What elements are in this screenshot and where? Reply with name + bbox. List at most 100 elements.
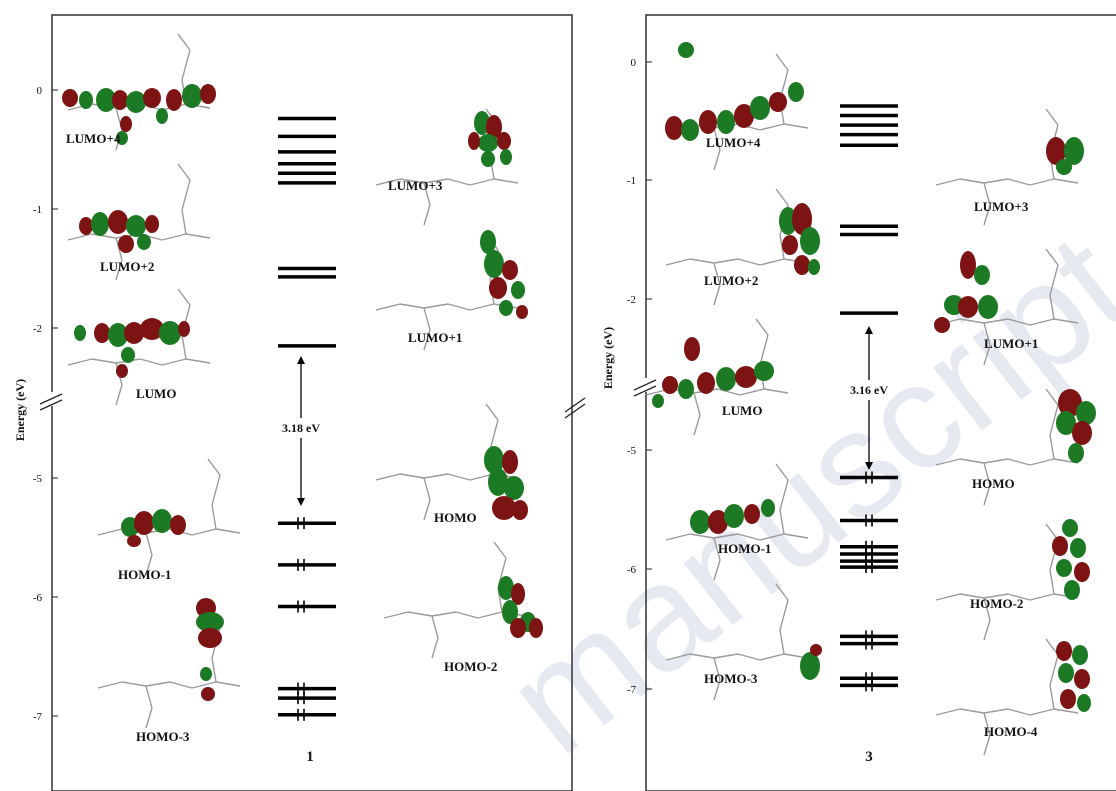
orbital-label-homom1-1: HOMO-1 [118,567,171,582]
molecule-bond [423,477,431,501]
molecule-bond [983,708,1009,714]
molecule-bond [177,288,191,306]
molecule-bond [1029,708,1055,716]
molecule-bond [375,473,401,481]
molecule-bond [431,615,439,639]
panel-1: 0 -1 -2 -5 -6 -7 Energy (eV) 3.18 eV 1 [13,14,573,791]
molecule-bond [1049,684,1055,710]
molecule-bond [737,258,761,266]
orbital-image-lumo2-1 [67,163,211,281]
molecule-bond [185,358,211,364]
molecule-bond [447,473,471,481]
molecule-bond [447,178,471,186]
molecule-bond [935,708,961,716]
orbital-image-homom4-3 [935,638,1091,756]
panel-1-tick-0: 0 [37,85,43,97]
panel-break-marks [564,397,586,419]
orbital-image-lumo3-1 [375,108,519,226]
panel-3-tick-m5: -5 [627,445,637,457]
panel-1-gap-arrow: 3.18 eV [282,356,320,506]
molecule-bond [935,593,961,601]
orbital-label-lumo3-1: LUMO+3 [388,178,443,193]
orbital-label-homo-3: HOMO [972,476,1015,491]
molecule-bond [1045,248,1059,266]
orbital-image-lumo2-3 [665,188,820,306]
molecule-bond [713,533,739,539]
panel-3-gap-arrow: 3.16 eV [850,326,888,470]
molecule-bond [935,178,961,186]
molecule-bond [983,484,991,506]
molecule-bond [759,334,769,366]
panel-1-tick-m2: -2 [33,323,42,335]
molecule-bond [215,681,241,687]
panel-3-gap-label: 3.16 eV [850,383,888,397]
molecule-bond [779,629,785,655]
panel-1-gap-label: 3.18 eV [282,421,320,435]
orbital-label-homom1-3: HOMO-1 [718,541,771,556]
orbital-label-lumo4-1: LUMO+4 [66,131,121,146]
panel-3-frame [645,14,1116,791]
molecule-bond [755,318,769,336]
molecule-bond [983,597,991,621]
molecule-bond [145,685,153,709]
molecule-bond [737,533,761,541]
orbital-image-homo-3 [935,388,1096,506]
orbital-label-homom2-1: HOMO-2 [444,659,497,674]
molecule-bond [713,258,739,264]
molecule-bond [1049,654,1059,686]
molecule-bond [423,182,431,206]
molecule-bond [713,537,721,561]
molecule-bond [1007,458,1031,466]
orbital-label-lumo-1: LUMO [136,386,176,401]
orbital-label-lumo-3: LUMO [722,403,762,418]
molecule-bond [177,163,191,181]
molecule-bond [399,303,425,309]
molecule-bond [775,188,789,206]
orbital-image-homom2-3 [935,519,1090,641]
molecule-bond [423,204,431,226]
panel-3-tick-m6: -6 [627,564,637,576]
molecule-bond [779,234,785,260]
molecule-bond [1053,178,1079,184]
molecule-bond [139,358,163,366]
molecule-bond [207,458,221,476]
molecule-bond [67,358,93,366]
molecule-bond [375,303,401,311]
molecule-bond [693,414,701,436]
molecule-bond [375,178,401,186]
molecule-bond [423,178,449,184]
molecule-bond [181,334,187,360]
molecule-bond [423,329,431,351]
molecule-bond [97,681,123,689]
orbital-label-homom3-1: HOMO-3 [136,729,190,744]
molecule-bond [399,473,425,479]
molecule-bond [983,458,1009,464]
molecule-bond [191,681,217,689]
molecule-bond [713,262,721,286]
panel-3: 0 -1 -2 -5 -6 -7 Energy (eV) 3.16 eV 3 [601,14,1116,791]
molecule-bond [775,463,789,481]
molecule-bond [689,533,715,539]
molecule-bond [665,653,691,661]
orbital-image-homom3-3 [665,583,822,701]
orbital-image-homom2-1 [383,541,543,659]
molecule-bond [145,554,153,576]
molecule-bond [1045,638,1059,656]
molecule-bond [1007,318,1031,326]
molecule-bond [713,653,739,659]
orbital-label-homom2-3: HOMO-2 [970,596,1023,611]
molecule-bond [983,619,991,641]
molecule-bond [1049,294,1055,320]
panel-1-tick-m5: -5 [33,473,43,485]
molecule-bond [211,474,221,506]
panel-1-axis-title: Energy (eV) [13,379,27,441]
molecule-bond [469,178,495,186]
molecule-bond [759,258,785,266]
molecule-bond [713,657,721,681]
orbital-label-homom3-3: HOMO-3 [704,671,758,686]
panel-3-axis-break [633,378,658,397]
molecule-bond [959,593,985,599]
molecule-bond [1007,708,1031,716]
molecule-bond [181,179,191,211]
